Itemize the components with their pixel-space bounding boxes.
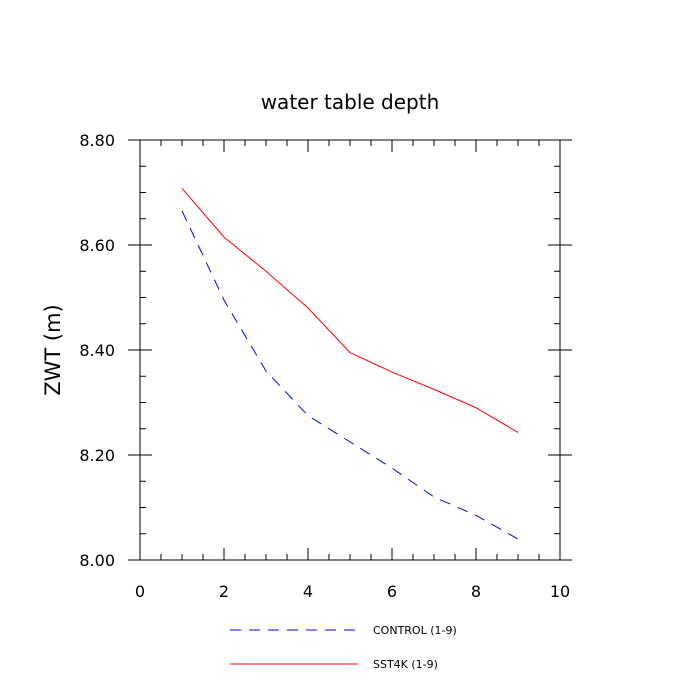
plot-frame xyxy=(139,139,561,561)
y-tick-label: 8.00 xyxy=(79,551,115,570)
legend: CONTROL (1-9) SST4K (1-9) xyxy=(230,624,457,671)
y-tick-label: 8.40 xyxy=(79,341,115,360)
tick-labels: 0 2 4 6 8 10 8.00 8.20 8.40 8.60 8.80 xyxy=(79,131,570,601)
legend-label: CONTROL (1-9) xyxy=(373,624,457,637)
y-tick-label: 8.80 xyxy=(79,131,115,150)
x-tick-label: 10 xyxy=(550,582,570,601)
x-tick-label: 6 xyxy=(387,582,397,601)
series-line-control-1-9 xyxy=(181,210,519,540)
legend-label: SST4K (1-9) xyxy=(373,658,438,671)
x-tick-label: 8 xyxy=(471,582,481,601)
series-lines xyxy=(181,187,519,540)
x-tick-label: 2 xyxy=(219,582,229,601)
x-tick-label: 4 xyxy=(303,582,313,601)
y-tick-label: 8.20 xyxy=(79,446,115,465)
x-tick-label: 0 xyxy=(135,582,145,601)
y-tick-label: 8.60 xyxy=(79,236,115,255)
series-line-sst4k-1-9 xyxy=(181,187,519,433)
axis-ticks xyxy=(128,139,572,561)
chart-title: water table depth xyxy=(261,90,440,114)
y-axis-label: ZWT (m) xyxy=(41,304,65,396)
